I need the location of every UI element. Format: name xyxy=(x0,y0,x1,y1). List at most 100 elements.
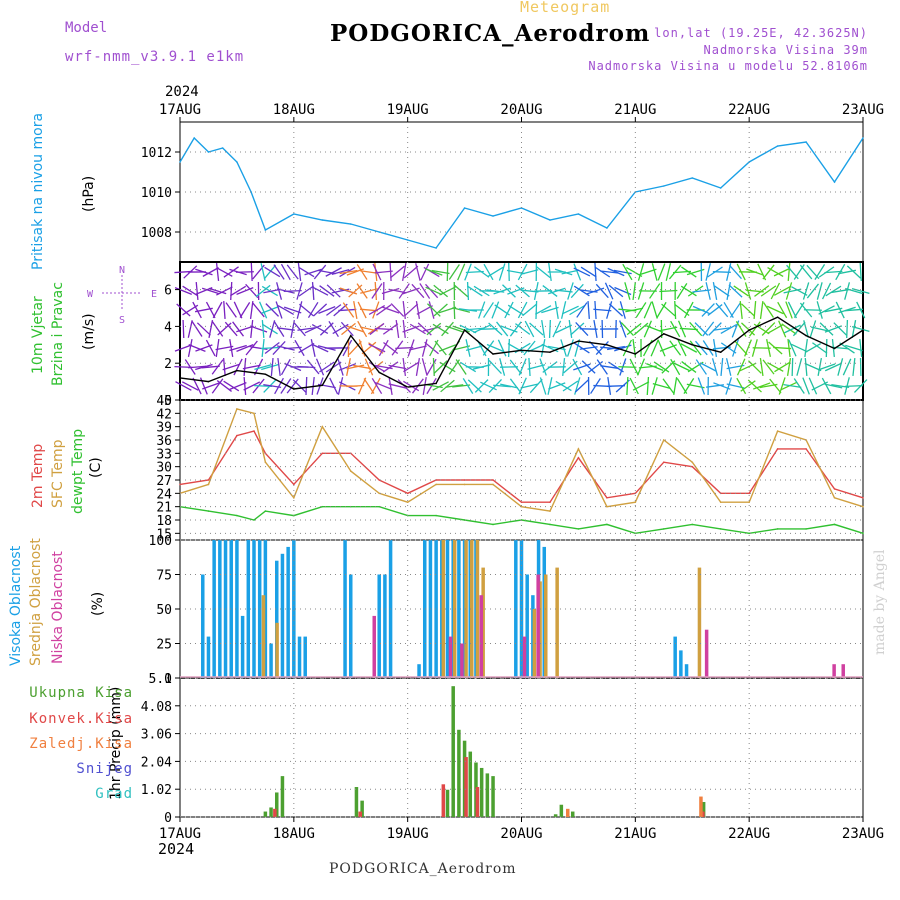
legend-grad: Grad xyxy=(95,786,133,802)
wind-arrow xyxy=(535,300,538,320)
cloud-bar xyxy=(445,540,450,678)
precip-bar xyxy=(273,808,277,817)
wind-arrow xyxy=(457,263,466,281)
wind-arrow xyxy=(528,357,531,377)
wind-arrow xyxy=(802,282,810,300)
wind-arrow xyxy=(520,383,539,389)
cloud-bar xyxy=(448,636,453,678)
wind-arrow xyxy=(825,338,828,358)
wind-arrow xyxy=(809,320,817,338)
wind-arrow xyxy=(486,343,504,353)
wind-arrow xyxy=(293,321,306,337)
wind-arrow xyxy=(649,283,661,299)
wind-arrow xyxy=(595,283,609,299)
wind-arrow xyxy=(311,286,329,296)
x-tick-label-top: 22AUG xyxy=(728,102,770,118)
wind-arrow xyxy=(402,357,407,377)
wind-arrow xyxy=(304,324,322,334)
wind-arrow xyxy=(767,266,784,278)
wind-arrow xyxy=(509,321,522,337)
cloud-bar xyxy=(275,622,279,678)
cloud-bar xyxy=(697,567,702,678)
wind-arrow xyxy=(618,366,637,368)
wind-arrow xyxy=(844,282,851,300)
wind-arrow xyxy=(569,304,586,316)
wind-arrow xyxy=(370,377,381,395)
wind-arrow xyxy=(270,357,274,377)
wind-speed-line-point xyxy=(662,332,665,335)
wind-arrow xyxy=(773,286,791,296)
cloud-bar xyxy=(555,567,559,678)
precip-bar xyxy=(475,787,480,817)
x-tick-label-top: 19AUG xyxy=(387,102,429,118)
wind-arrow xyxy=(292,379,307,393)
wind-arrow xyxy=(555,324,573,334)
wind-arrow xyxy=(637,263,645,281)
cloud-bar xyxy=(457,540,461,678)
wind-arrow xyxy=(426,303,441,317)
wind-arrow xyxy=(804,338,808,358)
wind-arrow xyxy=(395,319,400,339)
x-tick-label-bottom: 23AUG xyxy=(842,826,884,842)
wind-arrow xyxy=(677,339,687,357)
wind-arrow xyxy=(329,377,339,395)
wind-arrow xyxy=(777,301,788,319)
pressure-line-point xyxy=(549,219,551,221)
wind-arrow xyxy=(353,301,358,319)
year-bottom: 2024 xyxy=(158,840,195,858)
wind-arrow xyxy=(491,301,500,319)
pressure-line-point xyxy=(236,161,238,163)
wind-arrow xyxy=(804,343,822,353)
wind-arrow xyxy=(729,302,742,318)
wind-arrow xyxy=(541,306,559,314)
wind-arrow xyxy=(488,322,503,336)
temp-sfc-line-point xyxy=(862,505,864,508)
cloud-bar xyxy=(441,540,446,678)
cloud-bar xyxy=(349,574,353,678)
wind-arrow xyxy=(625,307,644,313)
wind-arrow xyxy=(402,319,406,339)
wind-arrow xyxy=(201,365,220,369)
x-tick-label-top: 20AUG xyxy=(500,102,542,118)
wind-arrow xyxy=(799,264,813,280)
wind-arrow xyxy=(425,286,443,296)
cloud-bar xyxy=(257,540,262,678)
compass-letter: S xyxy=(119,315,125,326)
wind-arrow xyxy=(607,267,625,277)
temp-2m-line xyxy=(179,430,864,503)
y-tick-label: 25 xyxy=(156,638,172,653)
temp-2m-line-point xyxy=(549,501,551,504)
precip-bar xyxy=(263,811,268,817)
wind-arrow xyxy=(766,305,784,315)
wind-arrow xyxy=(587,300,590,320)
y-tick-label: 15 xyxy=(156,527,172,542)
wind-arrow xyxy=(433,303,448,317)
pressure-line-point xyxy=(463,207,466,209)
wind-arrow xyxy=(280,263,291,281)
wind-arrow xyxy=(375,382,393,390)
wind-arrow xyxy=(421,339,428,357)
wind-arrow xyxy=(325,361,342,373)
pressure-line-point xyxy=(606,227,608,229)
wind-arrow xyxy=(453,284,469,298)
wind-arrow xyxy=(580,266,597,278)
wind-arrow xyxy=(465,339,471,357)
wind-arrow xyxy=(608,303,624,317)
wind-arrow xyxy=(846,319,849,339)
temp-dewpt-line-point xyxy=(691,523,694,526)
wind-arrow xyxy=(440,379,455,393)
wind-arrow xyxy=(208,287,227,295)
precip-bar xyxy=(479,767,484,817)
wind-arrow xyxy=(562,305,579,315)
wind-arrow xyxy=(245,283,259,299)
pressure-line-point xyxy=(577,213,580,215)
wind-speed-line-point xyxy=(520,349,523,352)
wind-arrow xyxy=(816,282,823,300)
wind-arrow xyxy=(245,340,258,356)
temp-2m-line-point xyxy=(378,479,381,481)
wind-arrow xyxy=(403,265,419,279)
wind-arrow xyxy=(831,346,850,350)
wind-arrow xyxy=(445,325,464,333)
wind-arrow xyxy=(542,285,558,297)
wind-arrow xyxy=(629,377,639,395)
